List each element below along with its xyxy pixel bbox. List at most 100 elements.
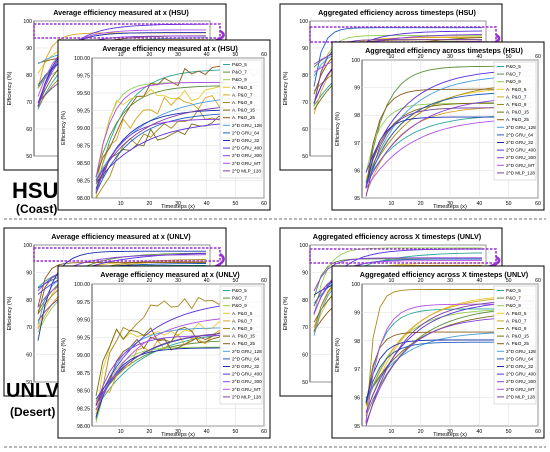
legend-label: 2^D GRU_400 <box>506 372 536 377</box>
x-tick-label-top: 60 <box>261 52 267 58</box>
y-tick-label: 99.75 <box>77 74 90 80</box>
y-tick-label: 50 <box>302 380 308 386</box>
x-axis-label: Timesteps (x) <box>161 432 195 438</box>
series-line <box>313 247 482 316</box>
y-tick-label: 95 <box>354 424 360 430</box>
y-tick-label: 98.00 <box>77 424 90 430</box>
x-tick-label: 50 <box>232 429 238 435</box>
x-tick-label-top: 30 <box>175 278 181 284</box>
x-tick-label-top: 60 <box>261 278 267 284</box>
legend-label: 2^D GRU_300 <box>232 153 262 158</box>
chart-title: Aggregated efficiency across X timesteps… <box>313 232 482 241</box>
legend-label: 2^D GRU_128 <box>506 125 536 130</box>
y-tick-label: 98.25 <box>77 179 90 185</box>
legend-label: A. P&O_25 <box>506 117 529 122</box>
legend-label: 2^D MLP_128 <box>506 394 535 399</box>
legend-label: 2^D GRU_MT <box>232 161 261 166</box>
legend-label: 2^D GRU_128 <box>232 349 262 354</box>
x-tick-label: 50 <box>232 201 238 207</box>
x-tick-label-top: 60 <box>535 278 541 284</box>
x-tick-label-top: 50 <box>506 278 512 284</box>
x-tick-label-top: 20 <box>146 278 152 284</box>
y-tick-label: 50 <box>26 154 32 160</box>
legend-label: 2^D GRU_64 <box>506 356 534 361</box>
y-tick-label: 50 <box>26 380 32 386</box>
legend-label: A. P&O_7 <box>232 318 253 323</box>
legend-label: 2^D MLP_128 <box>232 168 261 173</box>
y-axis-label: Efficiency (%) <box>335 338 341 372</box>
x-tick-label: 60 <box>535 429 541 435</box>
y-tick-label: 99.25 <box>77 335 90 341</box>
hsu-label: HSU <box>12 178 59 203</box>
x-tick-label: 20 <box>418 429 424 435</box>
legend-label: P&O_9 <box>232 77 247 82</box>
y-tick-label: 97 <box>354 141 360 147</box>
x-axis-label: Timesteps (x) <box>433 204 467 210</box>
legend-label: P&O_5 <box>506 64 521 69</box>
legend-label: 2^D GRU_300 <box>506 155 536 160</box>
x-tick-label: 10 <box>118 201 124 207</box>
x-tick-label: 10 <box>388 201 394 207</box>
y-tick-label: 99 <box>354 310 360 316</box>
y-tick-label: 70 <box>26 325 32 331</box>
legend-label: A. P&O_5 <box>506 87 527 92</box>
x-tick-label-top: 50 <box>506 54 512 60</box>
y-tick-label: 80 <box>26 73 32 79</box>
chart-title: Average efficiency measured at x (UNLV) <box>100 270 240 279</box>
chart-title: Average efficiency measured at x (HSU) <box>53 8 189 17</box>
y-tick-label: 99.25 <box>77 109 90 115</box>
legend-label: 2^D GRU_64 <box>232 356 260 361</box>
legend-label: 2^D GRU_128 <box>232 123 262 128</box>
legend-label: A. P&O_25 <box>232 115 255 120</box>
legend-label: 2^D GRU_32 <box>232 138 260 143</box>
legend-label: 2^D GRU_32 <box>232 364 260 369</box>
y-tick-label: 60 <box>26 127 32 133</box>
y-tick-label: 100 <box>299 19 308 25</box>
x-tick-label: 30 <box>447 201 453 207</box>
x-tick-label-top: 40 <box>476 278 482 284</box>
x-axis-label: Timesteps (x) <box>161 204 195 210</box>
legend-label: P&O_7 <box>506 296 521 301</box>
legend-label: A. P&O_9 <box>506 326 527 331</box>
y-tick-label: 100.00 <box>74 56 90 62</box>
y-axis-label: Efficiency (%) <box>61 111 67 145</box>
y-tick-label: 90 <box>26 46 32 52</box>
y-tick-label: 60 <box>302 353 308 359</box>
legend-label: P&O_7 <box>232 70 247 75</box>
y-tick-label: 99 <box>354 86 360 92</box>
y-tick-label: 99.50 <box>77 91 90 97</box>
x-tick-label: 20 <box>418 201 424 207</box>
legend-label: A. P&O_15 <box>232 334 255 339</box>
legend-label: 2^D GRU_32 <box>506 140 534 145</box>
legend-label: P&O_7 <box>232 296 247 301</box>
y-tick-label: 100 <box>351 282 360 288</box>
legend-label: 2^D GRU_300 <box>232 379 262 384</box>
x-tick-label-top: 20 <box>146 52 152 58</box>
x-tick-label: 10 <box>118 429 124 435</box>
legend-label: A. P&O_15 <box>232 108 255 113</box>
y-tick-label: 99.50 <box>77 318 90 324</box>
y-tick-label: 60 <box>26 353 32 359</box>
x-tick-label: 30 <box>447 429 453 435</box>
chart-title: Average efficiency measured at x (UNLV) <box>51 232 191 241</box>
y-axis-label: Efficiency (%) <box>335 112 341 146</box>
x-tick-label: 30 <box>175 201 181 207</box>
x-tick-label: 60 <box>261 429 267 435</box>
y-tick-label: 70 <box>26 100 32 106</box>
legend-label: A. P&O_15 <box>506 334 529 339</box>
y-tick-label: 98.00 <box>77 196 90 202</box>
y-tick-label: 60 <box>302 127 308 133</box>
x-tick-label-top: 40 <box>476 54 482 60</box>
x-tick-label: 50 <box>506 429 512 435</box>
y-tick-label: 70 <box>302 100 308 106</box>
y-tick-label: 100 <box>351 58 360 64</box>
y-tick-label: 80 <box>302 73 308 79</box>
y-axis-label: Efficiency (%) <box>61 338 67 372</box>
y-axis-label: Efficiency (%) <box>7 296 13 330</box>
legend-label: 2^D GRU_400 <box>232 146 262 151</box>
legend-label: P&O_5 <box>232 62 247 67</box>
legend-label: A. P&O_7 <box>506 94 527 99</box>
legend-label: A. P&O_15 <box>506 110 529 115</box>
legend-label: P&O_5 <box>506 288 521 293</box>
x-tick-label-top: 10 <box>388 54 394 60</box>
